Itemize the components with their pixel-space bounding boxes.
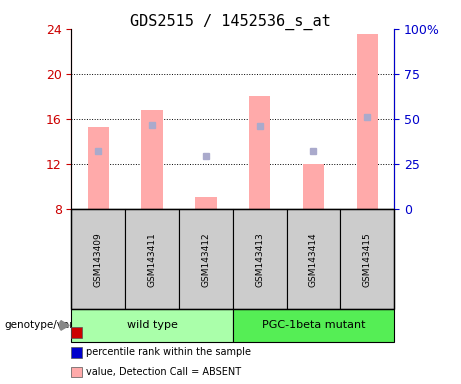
Text: GSM143412: GSM143412	[201, 232, 210, 286]
Text: value, Detection Call = ABSENT: value, Detection Call = ABSENT	[86, 367, 241, 377]
Text: GSM143409: GSM143409	[94, 232, 103, 286]
Text: GSM143414: GSM143414	[309, 232, 318, 286]
Text: count: count	[86, 327, 114, 337]
Text: PGC-1beta mutant: PGC-1beta mutant	[262, 320, 365, 331]
Text: GDS2515 / 1452536_s_at: GDS2515 / 1452536_s_at	[130, 13, 331, 30]
Text: GSM143411: GSM143411	[148, 232, 157, 286]
Bar	[356, 35, 378, 209]
Text: GSM143415: GSM143415	[363, 232, 372, 286]
Bar	[195, 197, 217, 209]
Bar	[303, 164, 324, 209]
Bar	[249, 96, 271, 209]
Bar	[142, 110, 163, 209]
Text: GSM143413: GSM143413	[255, 232, 264, 286]
Text: percentile rank within the sample: percentile rank within the sample	[86, 347, 251, 357]
Bar	[88, 127, 109, 209]
Text: wild type: wild type	[127, 320, 177, 331]
Text: genotype/variation: genotype/variation	[5, 320, 104, 331]
